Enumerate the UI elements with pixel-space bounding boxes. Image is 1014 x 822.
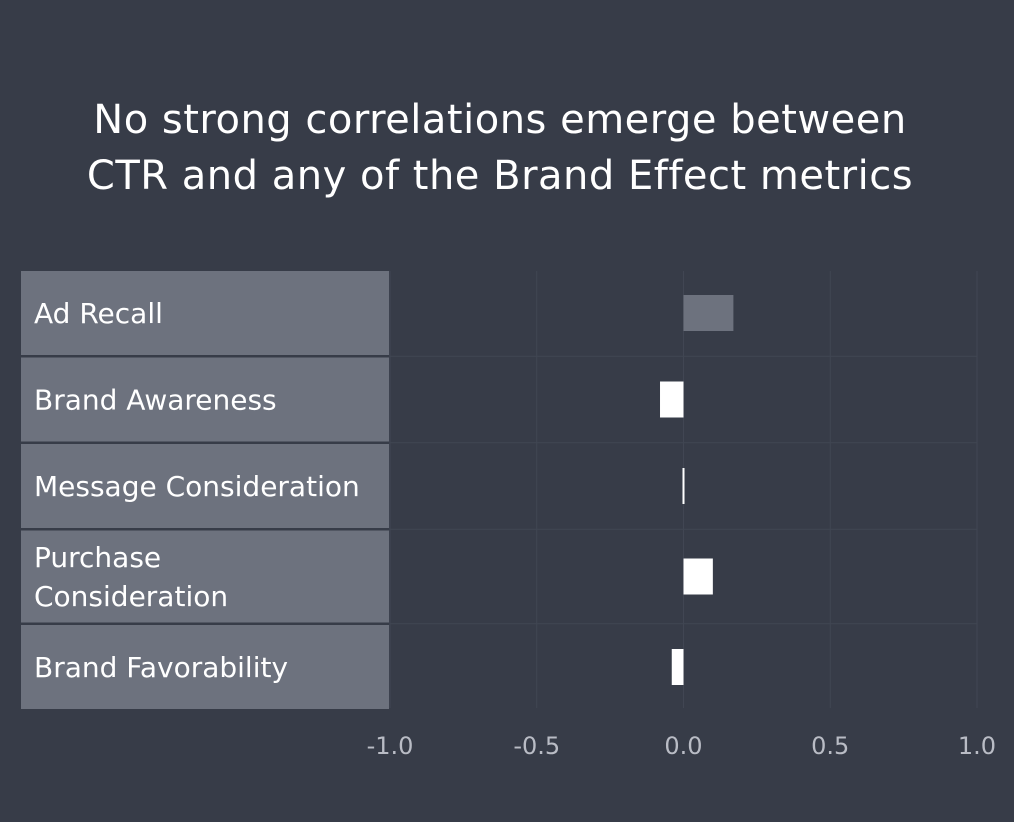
x-tick-label-1: -0.5	[513, 732, 560, 760]
chart-title: No strong correlations emerge between CTR…	[0, 92, 1000, 204]
bar-4	[671, 649, 684, 685]
x-tick-label-0: -1.0	[367, 732, 414, 760]
row-label-4-0: Brand Favorability	[34, 651, 288, 684]
row-label-2-0: Message Consideration	[34, 470, 360, 503]
row-label-panel	[21, 444, 389, 528]
chart-title-line-1: No strong correlations emerge between	[93, 97, 907, 143]
x-tick-label-3: 0.5	[811, 732, 849, 760]
row-label-3-0: Purchase	[34, 541, 161, 574]
bar-3	[683, 558, 713, 595]
x-tick-label-4: 1.0	[958, 732, 996, 760]
row-label-panel	[21, 357, 389, 442]
bar-2	[682, 468, 685, 504]
row-label-panel	[21, 625, 389, 709]
row-label-1-0: Brand Awareness	[34, 384, 277, 417]
bar-0	[683, 295, 734, 331]
bar-1	[660, 381, 684, 418]
row-label-panel	[21, 530, 389, 623]
x-tick-label-2: 0.0	[664, 732, 702, 760]
chart-title-line-2: CTR and any of the Brand Effect metrics	[86, 153, 914, 199]
row-label-panel	[21, 271, 389, 355]
row-label-3-1: Consideration	[34, 580, 228, 613]
row-label-0-0: Ad Recall	[34, 297, 163, 330]
